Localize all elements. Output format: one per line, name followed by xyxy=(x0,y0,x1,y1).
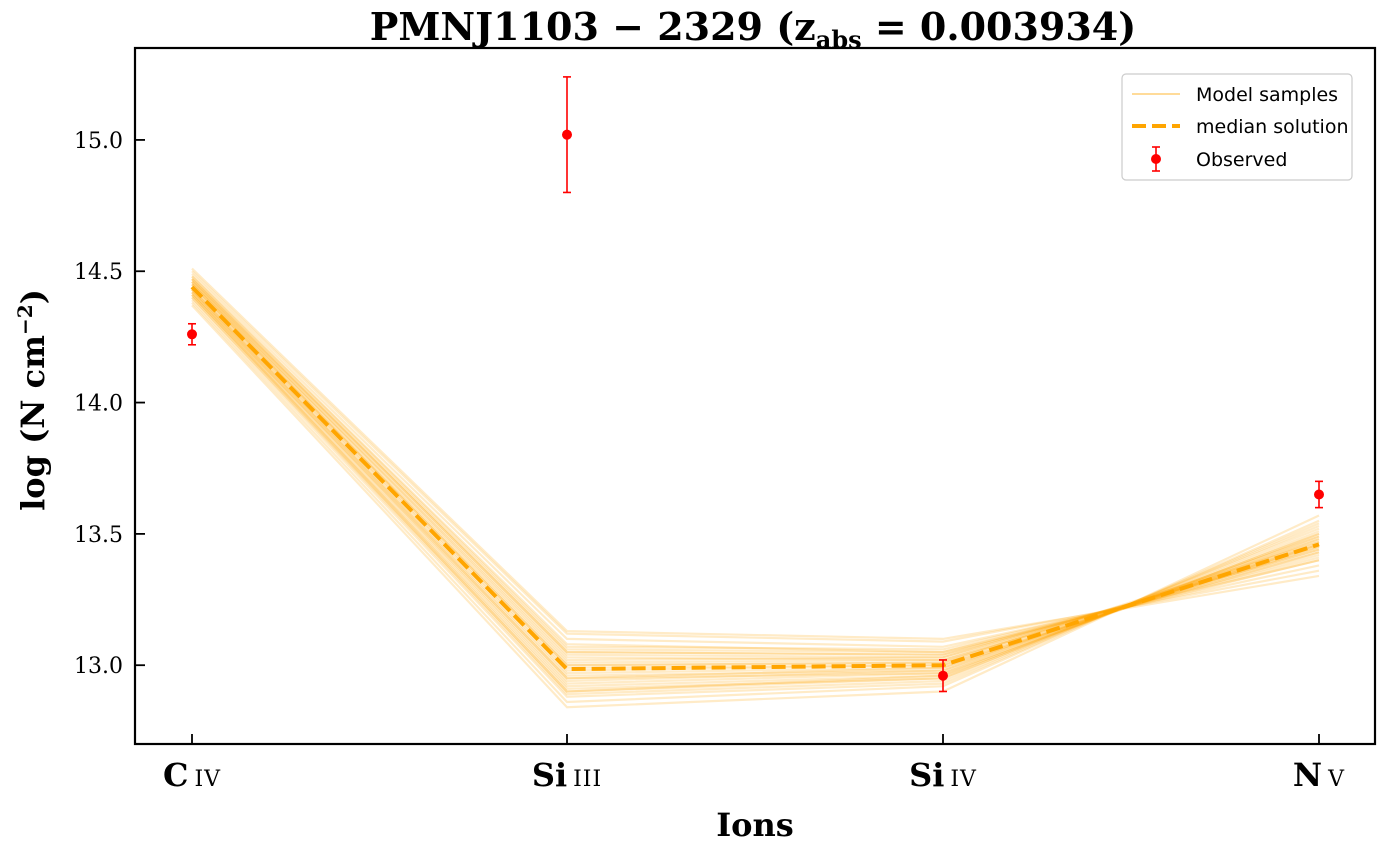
x-ticks-layer: C IV Si III Si IV N V xyxy=(163,734,1345,794)
plot-frame xyxy=(133,46,1377,746)
y-tick-label-4: 15.0 xyxy=(74,129,123,154)
chart-title-main: PMNJ1103 − 2329 (z xyxy=(370,4,816,49)
legend-median-solution-label: median solution xyxy=(1196,116,1349,138)
model-sample-line-24 xyxy=(191,267,1320,641)
model-sample-line-7 xyxy=(191,294,1320,688)
y-tick-label-3: 14.5 xyxy=(74,260,123,285)
x-tick-label-0: C IV xyxy=(163,756,221,794)
x-axis-label: Ions xyxy=(716,806,794,844)
x-tick-element-0: C xyxy=(163,756,188,794)
x-tick-ion-1: III xyxy=(573,767,602,792)
x-tick-ion-2: IV xyxy=(950,767,977,792)
median-solution-layer xyxy=(190,285,1320,672)
model-sample-line-3 xyxy=(191,296,1320,693)
legend-observed-label: Observed xyxy=(1196,149,1287,171)
x-tick-element-2: Si xyxy=(909,756,944,794)
legend-box xyxy=(1121,73,1353,181)
model-samples-layer xyxy=(191,267,1320,709)
x-tick-element-3: N xyxy=(1293,756,1322,794)
observed-point-0 xyxy=(187,329,197,340)
x-tick-ion-0: IV xyxy=(194,767,221,792)
y-tick-label-0: 13.0 xyxy=(74,654,123,679)
chart-title: PMNJ1103 − 2329 (zabs = 0.003934) xyxy=(370,4,1136,54)
y-axis-label-superscript: −2 xyxy=(13,304,37,335)
x-tick-element-1: Si xyxy=(532,756,567,794)
observed-point-2 xyxy=(938,670,948,681)
median-solution-line xyxy=(190,285,1320,672)
legend: Model samples median solution Observed xyxy=(1121,73,1353,181)
y-axis-label-tail: ) xyxy=(14,289,52,304)
y-axis-label: log (N cm−2) xyxy=(13,289,52,511)
y-axis-label-main: log (N cm xyxy=(14,335,52,511)
chart-title-subscript: abs xyxy=(816,25,862,54)
legend-model-samples-label: Model samples xyxy=(1196,84,1338,106)
y-ticks-layer: 13.0 13.5 14.0 14.5 15.0 xyxy=(74,129,145,679)
x-tick-label-1: Si III xyxy=(532,756,602,794)
x-tick-ion-3: V xyxy=(1327,767,1345,792)
y-tick-label-1: 13.5 xyxy=(74,523,123,548)
y-tick-label-2: 14.0 xyxy=(74,392,123,417)
x-tick-label-2: Si IV xyxy=(909,756,977,794)
model-sample-line-25 xyxy=(191,304,1320,709)
observed-layer xyxy=(187,76,1324,693)
model-sample-line-29 xyxy=(191,294,1320,693)
observed-point-3 xyxy=(1314,489,1324,500)
chart-title-tail: = 0.003934) xyxy=(862,4,1137,49)
model-sample-line-18 xyxy=(191,294,1320,690)
observed-point-1 xyxy=(562,129,572,140)
model-sample-line-26 xyxy=(191,283,1320,667)
legend-observed-marker xyxy=(1151,154,1161,164)
